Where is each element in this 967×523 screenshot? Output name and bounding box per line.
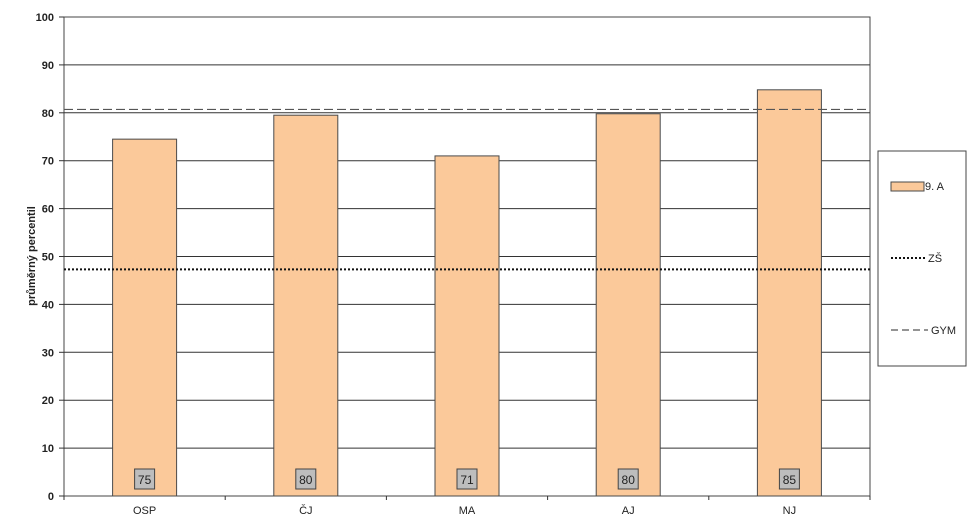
data-label-box [778, 468, 800, 490]
x-tick-label: NJ [783, 505, 796, 517]
bars [112, 89, 822, 497]
y-tick-label: 100 [36, 12, 54, 24]
data-label-box [456, 468, 478, 490]
y-tick-label: 20 [42, 395, 54, 407]
legend-label-gym: GYM [931, 325, 956, 337]
y-tick-label: 30 [42, 347, 54, 359]
y-tick-label: 10 [42, 443, 54, 455]
y-tick-label: 50 [42, 252, 54, 264]
data-label: 71 [460, 473, 474, 487]
x-tick-label: AJ [622, 505, 635, 517]
bar [756, 89, 822, 497]
legend-swatch-9a [890, 181, 925, 192]
bar [112, 138, 178, 497]
y-tick-label: 70 [42, 156, 54, 168]
bar [273, 114, 339, 497]
y-tick-label: 90 [42, 60, 54, 72]
reference-lines [64, 108, 870, 271]
data-label-box [134, 468, 156, 490]
y-tick-label: 60 [42, 204, 54, 216]
x-tick-label: OSP [133, 505, 156, 517]
y-tick-label: 40 [42, 299, 54, 311]
x-axis-ticks: OSP ČJ MA AJ NJ [63, 496, 871, 517]
legend-label-zs: ZŠ [928, 252, 942, 265]
legend: 9. A ZŠ GYM [877, 150, 967, 367]
data-label: 80 [622, 473, 636, 487]
x-tick-label: MA [459, 505, 476, 517]
y-tick-label: 80 [42, 108, 54, 120]
bar [434, 155, 500, 497]
data-label: 85 [783, 473, 797, 487]
x-tick-label: ČJ [299, 504, 312, 517]
y-axis-title: průměrný percentil [26, 206, 38, 306]
bar [595, 113, 661, 497]
data-label: 80 [299, 473, 313, 487]
data-label-box [295, 468, 317, 490]
data-label: 75 [138, 473, 152, 487]
data-labels: 75 80 71 80 85 [134, 468, 800, 490]
y-axis-ticks: 0 10 20 30 40 50 60 70 80 90 100 [36, 12, 64, 503]
data-label-box [617, 468, 639, 490]
y-tick-label: 0 [48, 491, 54, 503]
legend-label-9a: 9. A [925, 181, 945, 193]
